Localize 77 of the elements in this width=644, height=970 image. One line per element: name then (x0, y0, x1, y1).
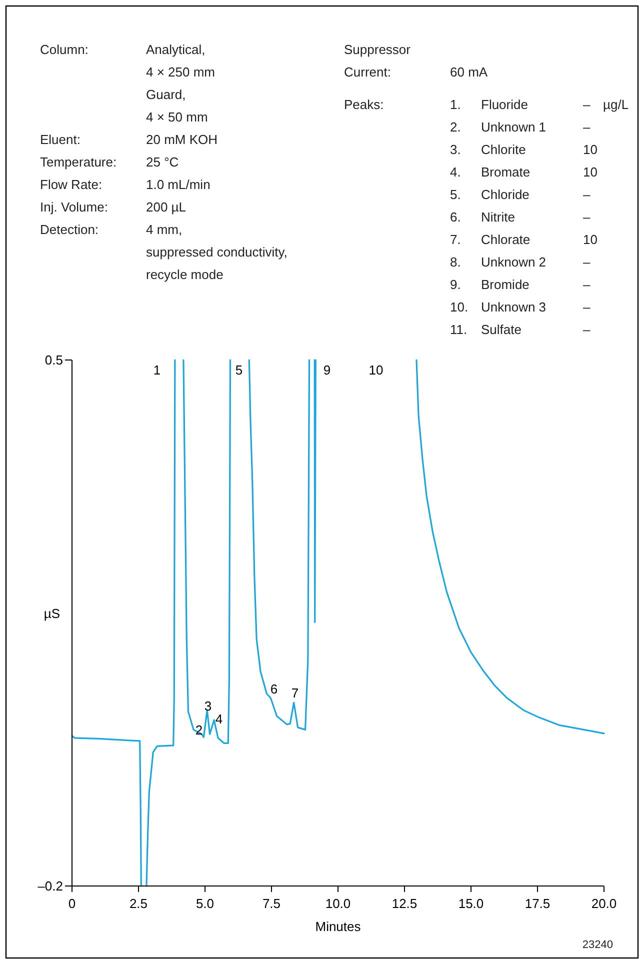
text: Column: (40, 42, 88, 57)
text: 25 °C (146, 154, 179, 170)
text: µg/L (603, 97, 629, 112)
text: – (583, 300, 591, 314)
text: Unknown 3 (481, 300, 546, 314)
text: 60 mA (450, 64, 488, 80)
text: Flow Rate: (40, 177, 102, 192)
text: Sulfate (481, 322, 522, 337)
text: suppressed conductivity, (146, 244, 288, 260)
y-tick-label: 0.5 (44, 352, 63, 368)
text: Fluoride (481, 97, 528, 112)
text: – (583, 210, 591, 224)
x-tick-label: 15.0 (458, 896, 484, 911)
text: 23240 (582, 939, 613, 951)
x-axis-title: Minutes (315, 919, 362, 934)
text: 10 (583, 232, 598, 247)
x-tick-label: 10.0 (325, 896, 351, 911)
text: – (583, 254, 591, 270)
y-tick-label: –0.2 (38, 878, 63, 894)
text: Analytical, (146, 42, 206, 57)
text: 200 µL (146, 200, 186, 214)
text: 2. (450, 120, 461, 134)
text: Current: (344, 64, 391, 80)
text: – (583, 120, 591, 134)
text: Detection: (40, 222, 99, 237)
text: 1. (450, 97, 461, 112)
x-tick-label: 12.5 (392, 896, 418, 911)
annotation: 5 (235, 362, 243, 378)
annotation: 9 (323, 362, 331, 378)
text: recycle mode (146, 267, 224, 282)
text: Chlorite (481, 142, 526, 157)
text: 10 (583, 164, 598, 180)
text: – (583, 187, 591, 202)
text: – (583, 322, 591, 337)
text: Nitrite (481, 210, 515, 224)
text: – (583, 97, 591, 112)
text: Peaks: (344, 97, 384, 112)
text: Temperature: (40, 154, 117, 170)
annotation: 3 (204, 698, 212, 714)
text: 4. (450, 164, 461, 180)
y-axis-title: µS (44, 606, 60, 621)
text: 4 × 50 mm (146, 110, 208, 124)
x-tick-label: 20.0 (591, 896, 617, 911)
text: – (583, 277, 591, 292)
text: 3. (450, 142, 461, 157)
text: Chlorate (481, 232, 530, 247)
annotation: 10 (368, 362, 384, 378)
text: Inj. Volume: (40, 200, 108, 214)
x-tick-label: 0 (68, 896, 76, 911)
text: Unknown 1 (481, 120, 546, 134)
text: Chloride (481, 187, 530, 202)
text: Suppressor (344, 42, 412, 57)
x-tick-label: 5.0 (196, 896, 214, 911)
text: 7. (450, 232, 461, 247)
text: Bromate (481, 164, 530, 180)
x-tick-label: 7.5 (262, 896, 281, 911)
annotation: 1 (153, 362, 161, 378)
text: 9. (450, 277, 461, 292)
annotation: 4 (215, 712, 223, 727)
text: 4 × 250 mm (146, 64, 216, 80)
text: 20 mM KOH (146, 132, 218, 147)
text: 6. (450, 210, 461, 224)
text: 1.0 mL/min (146, 177, 210, 192)
x-tick-label: 2.5 (129, 896, 148, 911)
text: Eluent: (40, 132, 80, 147)
text: 11. (450, 322, 468, 337)
text: 10. (450, 300, 468, 314)
annotation: 7 (291, 686, 299, 701)
text: 10 (583, 142, 598, 157)
x-tick-label: 17.5 (524, 896, 550, 911)
text: Unknown 2 (481, 254, 546, 270)
text: 8. (450, 254, 461, 270)
annotation: 6 (270, 682, 278, 697)
text: 5. (450, 187, 461, 202)
text: Bromide (481, 277, 530, 292)
text: 4 mm, (146, 222, 182, 237)
text: Guard, (146, 87, 186, 102)
